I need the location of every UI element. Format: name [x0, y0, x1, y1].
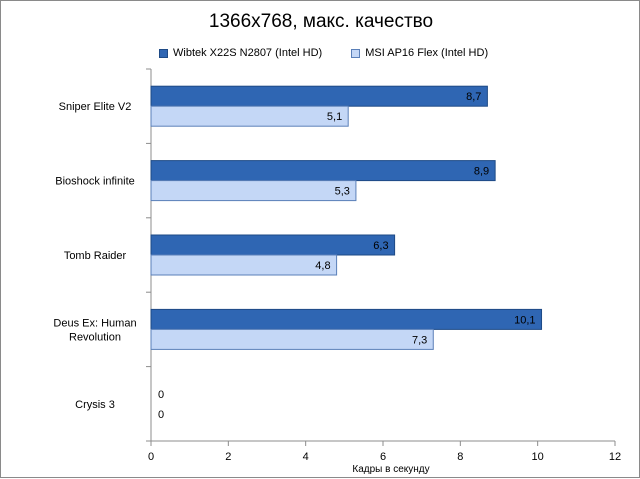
category-label: Crysis 3 — [75, 399, 115, 411]
bar-series-2 — [150, 180, 357, 202]
bar-series-2 — [150, 254, 338, 276]
category-label: Revolution — [69, 331, 121, 343]
category-label: Tomb Raider — [64, 250, 127, 262]
legend-item-series-2: MSI AP16 Flex (Intel HD) — [351, 47, 488, 59]
bar-series-2 — [150, 105, 349, 127]
data-label: 5,3 — [335, 186, 350, 198]
bar-series-2 — [150, 328, 434, 350]
bar-series-1 — [150, 234, 396, 256]
chart-title: 1366x768, макс. качество — [208, 11, 434, 32]
legend-label-series-1: Wibtek X22S N2807 (Intel HD) — [173, 47, 323, 59]
x-tick-label: 12 — [609, 451, 621, 463]
category-label: Sniper Elite V2 — [59, 101, 132, 113]
x-tick-label: 4 — [303, 451, 309, 463]
x-tick-label: 10 — [532, 451, 544, 463]
x-axis-label: Кадры в секунду — [352, 464, 429, 475]
legend-swatch-series-1 — [159, 48, 168, 58]
bar-series-1 — [150, 308, 543, 330]
data-label: 8,7 — [466, 91, 481, 103]
x-tick-label: 8 — [457, 451, 463, 463]
data-label: 8,9 — [474, 166, 489, 178]
category-label: Bioshock infinite — [55, 176, 135, 188]
data-label: 5,1 — [327, 111, 342, 123]
x-tick-label: 0 — [148, 451, 154, 463]
data-label: 7,3 — [412, 334, 427, 346]
bar-series-1 — [150, 160, 496, 182]
category-label: Deus Ex: Human — [53, 317, 136, 329]
legend-label-series-2: MSI AP16 Flex (Intel HD) — [365, 47, 489, 59]
data-label: 10,1 — [514, 314, 535, 326]
legend-item-series-1: Wibtek X22S N2807 (Intel HD) — [159, 47, 322, 59]
data-label: 4,8 — [315, 260, 330, 272]
x-tick-label: 6 — [380, 451, 386, 463]
data-label: 0 — [158, 409, 164, 421]
x-tick-label: 2 — [225, 451, 231, 463]
data-label: 0 — [158, 389, 164, 401]
legend-swatch-series-2 — [351, 48, 361, 58]
chart-legend: Wibtek X22S N2807 (Intel HD) MSI AP16 Fl… — [159, 47, 514, 61]
bar-series-1 — [150, 85, 488, 107]
data-label: 6,3 — [373, 240, 388, 252]
